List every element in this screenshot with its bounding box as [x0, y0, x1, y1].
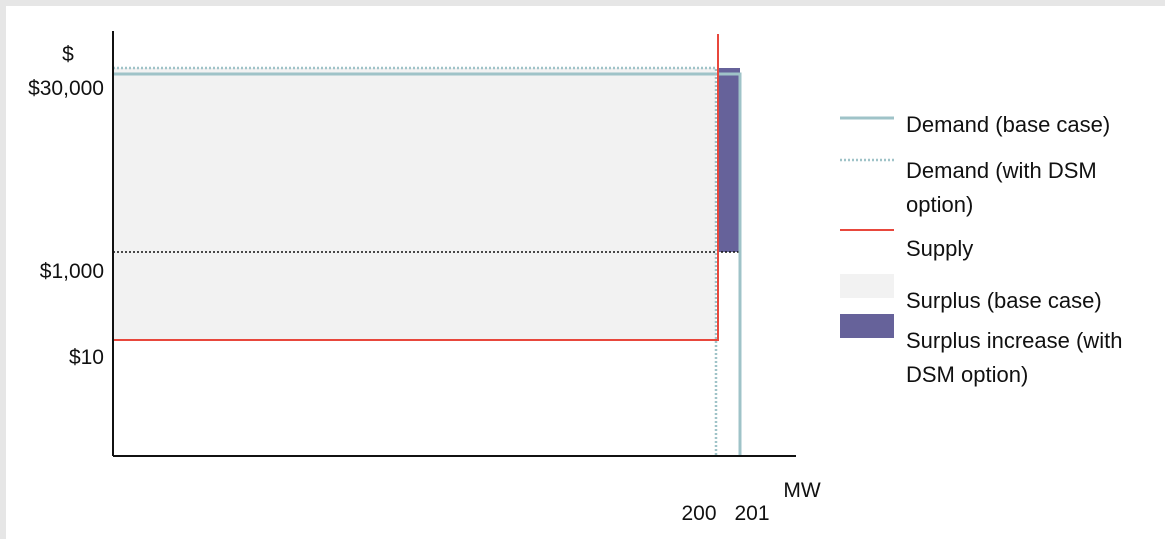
legend-swatch-surplus-increase: [840, 314, 894, 338]
x-tick-label-201: 201: [734, 502, 769, 525]
demand-base-line: [113, 72, 742, 456]
legend-label-demand-dsm: Demand (with DSM option): [906, 158, 1097, 217]
chart-frame: $ $30,000 $1,000 $10 200 201 MW Demand (base ca…: [6, 6, 1165, 539]
y-axis-label: $: [62, 43, 74, 66]
legend-label-supply: Supply: [906, 236, 973, 261]
y-tick-label-10: $10: [69, 346, 104, 369]
legend-swatch-surplus-base: [840, 274, 894, 298]
legend-label-surplus-increase: Surplus increase (with DSM option): [906, 328, 1122, 387]
y-tick-label-30000: $30,000: [28, 77, 104, 100]
surplus-increase-area: [718, 68, 740, 252]
x-tick-label-200: 200: [681, 502, 716, 525]
supply-line: [113, 34, 719, 341]
x-axis-label: MW: [783, 479, 820, 502]
y-tick-label-1000: $1,000: [40, 260, 104, 283]
chart-svg: $ $30,000 $1,000 $10 200 201 MW Demand (base ca…: [28, 31, 1122, 525]
surplus-base-area: [113, 68, 716, 340]
legend-label-surplus-base: Surplus (base case): [906, 288, 1102, 313]
legend-label-demand-base: Demand (base case): [906, 112, 1110, 137]
demand-dsm-line: [113, 66, 718, 456]
